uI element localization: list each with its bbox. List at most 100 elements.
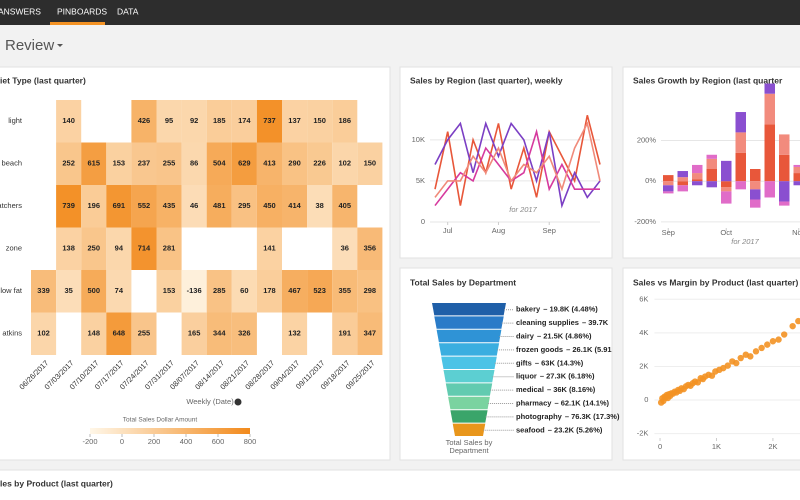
heat-cell: [206, 142, 232, 185]
sort-icon[interactable]: [234, 398, 242, 406]
heat-cell: [282, 312, 308, 355]
bar-segment: [721, 191, 732, 204]
cell-label: 648: [113, 329, 126, 338]
row-label: atkins: [2, 329, 22, 338]
heat-cell: [131, 100, 157, 143]
funnel-segment: [445, 383, 493, 396]
series-line: [434, 128, 600, 207]
scatter-point: [758, 344, 765, 352]
heat-cell: [357, 227, 383, 270]
heat-cell: [256, 270, 282, 313]
funnel-label: Department: [449, 446, 489, 455]
heat-cell: [282, 142, 308, 185]
bar-segment: [663, 185, 674, 192]
heat-cell: [56, 100, 82, 143]
scatter-point: [724, 362, 731, 369]
bar-segment: [677, 185, 688, 192]
cell-label: 191: [338, 329, 351, 338]
heat-cell: [106, 270, 132, 313]
bar-segment: [779, 134, 790, 155]
cell-label: 500: [87, 286, 100, 295]
heat-cell: [357, 270, 383, 313]
heat-cell: [81, 270, 107, 313]
heat-cell: [56, 270, 82, 313]
cell-label: 92: [190, 116, 198, 125]
bar-segment: [793, 164, 800, 167]
cell-label: 196: [87, 201, 100, 210]
cell-label: 148: [87, 329, 100, 338]
title-caret[interactable]: [57, 44, 63, 47]
heat-cell: [357, 142, 383, 185]
cell-label: 255: [138, 329, 151, 338]
cell-label: 339: [37, 286, 50, 295]
bar-segment: [764, 93, 775, 125]
cell-label: 138: [62, 244, 75, 253]
scatter-point: [789, 322, 796, 330]
bar-segment: [764, 181, 775, 198]
panel: [622, 267, 800, 461]
funnel-value-label: – 63K (14.3%): [535, 358, 584, 367]
cell-label: 226: [313, 159, 326, 168]
panel-title: Total Sales by Department: [410, 277, 516, 287]
bar-segment: [677, 181, 688, 186]
heat-cell: [156, 100, 182, 143]
cell-label: 629: [238, 159, 251, 168]
bar-segment: [692, 173, 703, 180]
page-title[interactable]: Review: [5, 37, 54, 54]
cell-label: 290: [288, 159, 301, 168]
heat-cell: [256, 142, 282, 185]
y-tick-label: 0: [644, 395, 648, 404]
bar-segment: [779, 181, 790, 202]
heat-cell: [332, 142, 358, 185]
bar-segment: [706, 169, 717, 182]
nav-item[interactable]: ANSWERS: [0, 6, 41, 16]
heat-cell: [131, 312, 157, 355]
nav-item[interactable]: PINBOARDS: [57, 6, 107, 16]
heat-cell: [307, 100, 333, 143]
funnel-segment: [441, 356, 497, 369]
bar-segment: [750, 169, 761, 182]
heat-cell: [332, 185, 358, 228]
cell-label: 615: [87, 159, 100, 168]
scatter-point: [752, 348, 760, 355]
cell-label: 60: [240, 286, 248, 295]
row-label: h beach: [0, 159, 22, 168]
cell-label: 46: [190, 201, 198, 210]
y-tick-label: 2K: [639, 361, 648, 370]
x-tick-label: Jul: [443, 226, 453, 235]
cell-label: 344: [213, 329, 226, 338]
heat-cell: [131, 227, 157, 270]
bar-segment: [692, 181, 703, 186]
funnel-category: cleaning supplies: [516, 318, 579, 327]
heat-cell: [81, 227, 107, 270]
funnel-category: pharmacy: [516, 398, 552, 407]
bar-segment: [663, 191, 674, 194]
cell-label: 326: [238, 329, 251, 338]
x-tick-label: Nov: [792, 228, 800, 237]
legend-tick-label: 0: [120, 437, 124, 446]
heat-cell: [231, 142, 257, 185]
nav-item[interactable]: DATA: [117, 6, 139, 16]
cell-label: 467: [288, 286, 301, 295]
cell-label: 347: [364, 329, 377, 338]
bar-segment: [793, 181, 800, 186]
cell-label: 435: [163, 201, 176, 210]
scatter-point: [747, 353, 754, 360]
heat-cell: [106, 142, 132, 185]
cell-label: 295: [238, 201, 251, 210]
x-tick-label: 1K: [712, 442, 721, 451]
funnel-segment: [436, 329, 502, 343]
cell-label: 691: [113, 201, 126, 210]
funnel-segment: [432, 303, 506, 316]
heat-cell: [282, 100, 308, 143]
heat-cell: [156, 185, 182, 228]
cell-label: 36: [341, 244, 349, 253]
heat-cell: [231, 100, 257, 143]
bar-segment: [793, 173, 800, 182]
cell-label: 102: [37, 329, 50, 338]
bar-segment: [779, 154, 790, 182]
funnel-segment: [438, 343, 500, 356]
cell-label: 739: [62, 201, 75, 210]
heat-cell: [206, 185, 232, 228]
